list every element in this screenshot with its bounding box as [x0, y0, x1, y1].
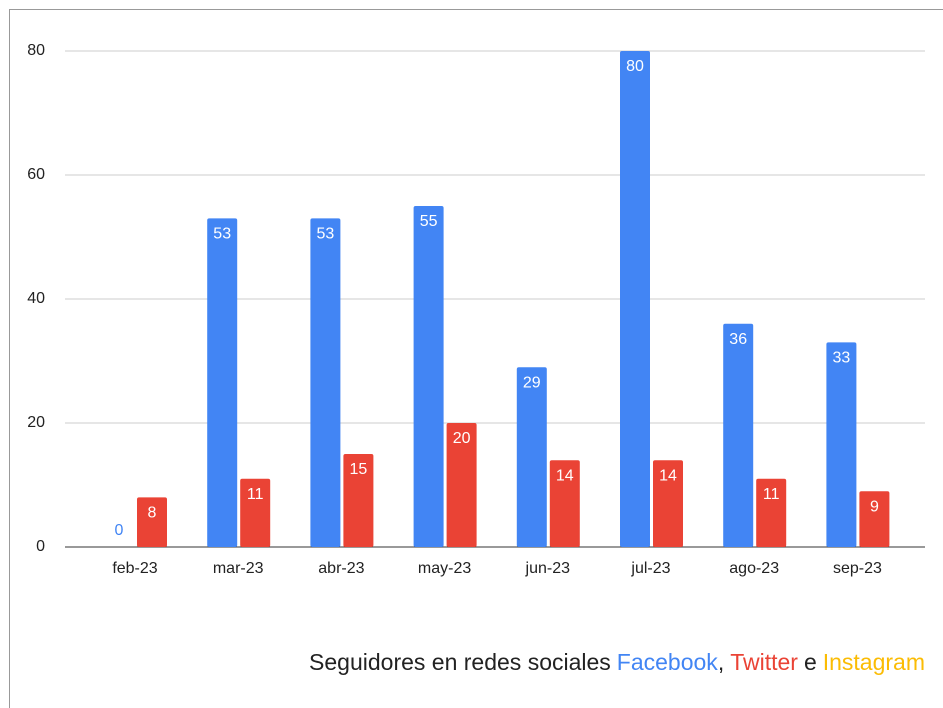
bar: [446, 423, 477, 547]
legend-entry: Facebook: [617, 649, 719, 675]
y-tick-label: 40: [27, 290, 45, 307]
bar: [310, 218, 341, 547]
caption: Seguidores en redes sociales Facebook, Twi…: [309, 649, 925, 675]
value-label: 0: [115, 522, 124, 539]
value-label: 11: [247, 486, 264, 503]
value-label: 20: [453, 430, 471, 447]
y-tick-label: 0: [36, 538, 45, 555]
bar: [240, 478, 271, 547]
bar: [826, 342, 857, 547]
value-label: 8: [148, 505, 157, 522]
value-label: 29: [523, 374, 541, 391]
bar: [859, 491, 890, 547]
legend-entry: Twitter: [730, 649, 798, 675]
value-label: 53: [317, 226, 335, 243]
value-label: 55: [420, 213, 438, 230]
bar: [413, 206, 444, 547]
value-label: 11: [763, 486, 780, 503]
y-tick-label: 60: [27, 166, 45, 183]
bar: [723, 323, 754, 547]
caption-joiner: ,: [718, 649, 724, 675]
value-label: 15: [350, 461, 368, 478]
bar: [207, 218, 238, 547]
x-tick-label: ago-23: [729, 560, 779, 577]
caption-text: Seguidores en redes sociales: [309, 649, 611, 675]
y-tick-label: 20: [27, 414, 45, 431]
frame: [9, 9, 943, 708]
y-tick-label: 80: [27, 42, 45, 59]
bar: [343, 454, 374, 547]
legend-entry: Instagram: [823, 649, 925, 675]
x-tick-label: sep-23: [833, 560, 882, 577]
value-label: 53: [213, 226, 231, 243]
x-tick-label: abr-23: [318, 560, 364, 577]
bar: [756, 478, 787, 547]
x-tick-label: jul-23: [630, 560, 670, 577]
bar: [653, 460, 683, 547]
bar: [516, 367, 547, 547]
bar: [137, 497, 167, 547]
value-label: 14: [556, 467, 574, 484]
x-tick-label: may-23: [418, 560, 471, 577]
x-tick-label: mar-23: [213, 560, 264, 577]
x-tick-label: jun-23: [525, 560, 571, 577]
caption-joiner: e: [804, 649, 817, 675]
bar: [549, 460, 580, 547]
x-tick-label: feb-23: [112, 560, 157, 577]
value-label: 80: [626, 58, 644, 75]
value-label: 9: [870, 498, 879, 515]
value-label: 14: [659, 467, 677, 484]
value-label: 33: [833, 350, 851, 367]
value-label: 36: [729, 331, 747, 348]
bar: [620, 51, 650, 547]
